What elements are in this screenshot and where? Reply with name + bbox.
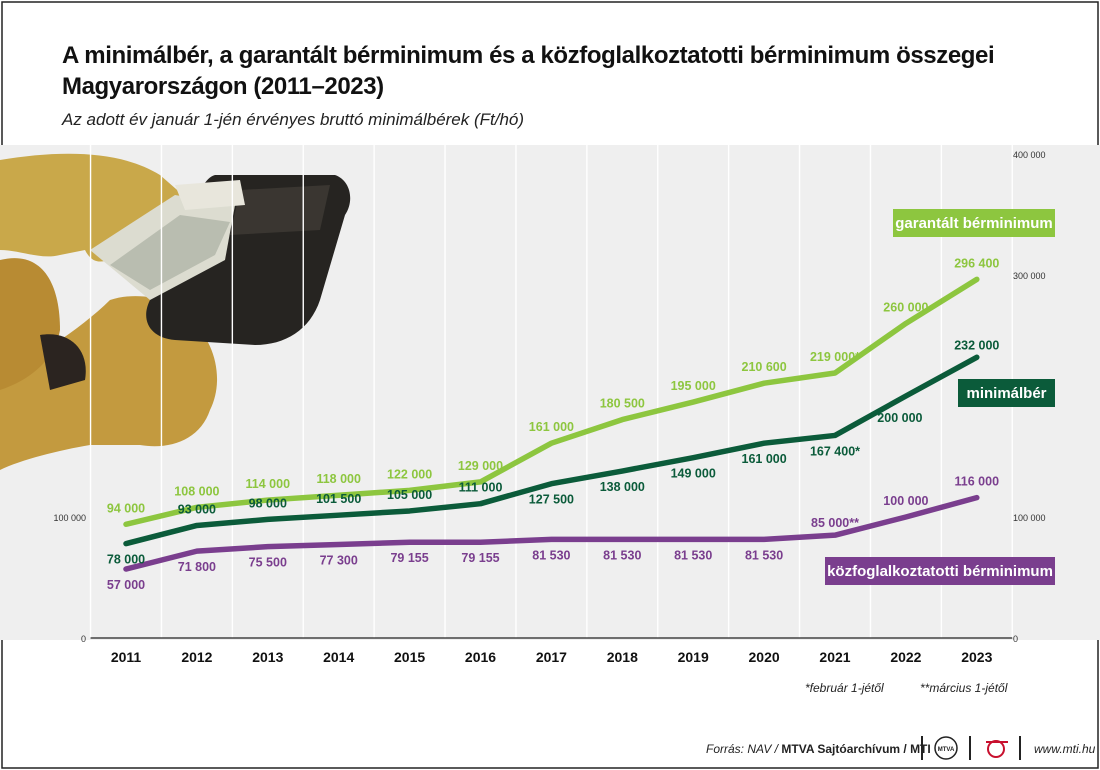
legend-box-garantalt [893,209,1055,237]
x-tick-label: 2013 [252,649,283,665]
x-tick-label: 2022 [890,649,921,665]
data-label: 122 000 [387,467,432,481]
data-label: 129 000 [458,459,503,473]
data-label: 127 500 [529,493,574,507]
chart-subtitle: Az adott év január 1-jén érvényes bruttó… [62,110,525,129]
mti-url[interactable]: www.mti.hu [1034,742,1096,756]
data-label: 81 530 [745,548,783,562]
data-label: 114 000 [246,477,291,491]
x-tick-label: 2020 [749,649,780,665]
wristband [40,334,86,390]
series-line-garantalt [123,276,980,528]
data-label: 161 000 [529,420,574,434]
data-label: 200 000 [877,411,922,425]
data-label: 85 000** [811,516,859,530]
data-label: 219 000* [810,350,860,364]
wallet-hands-illustration [0,153,351,470]
data-label: 195 000 [671,379,716,393]
data-label: 210 600 [742,360,787,374]
source-text: Forrás: NAV / MTVA Sajtóarchívum / MTI [706,742,931,756]
x-tick-label: 2019 [678,649,709,665]
data-label: 118 000 [316,472,361,486]
footnote-february: *február 1-jétől [805,681,884,695]
footnote-march: **március 1-jétől [920,681,1008,695]
x-tick-label: 2016 [465,649,496,665]
chart-title: A minimálbér, a garantált bérminimum és … [62,42,995,100]
data-label: 81 530 [603,548,641,562]
data-label: 167 400* [810,444,860,458]
y-tick-label-left: 0 [81,634,86,644]
x-tick-label: 2015 [394,649,425,665]
data-label: 100 000 [883,494,928,508]
banknote-2 [175,180,245,210]
mtva-logo-icon [934,736,958,760]
x-tick-label: 2011 [111,649,142,665]
source-prefix: Forrás: NAV / [706,742,779,756]
data-label: 78 000 [107,553,145,567]
series-line-kozfog [123,494,980,572]
data-label: 180 500 [600,397,645,411]
x-tick-label: 2014 [323,649,354,665]
x-tick-label: 2012 [181,649,212,665]
data-label: 57 000 [107,578,145,592]
legend-box-minimalber [958,379,1055,407]
data-label: 79 155 [390,551,428,565]
legend-label-kozfog: közfoglalkoztatotti bérminimum [827,563,1053,580]
mti-logo-icon [987,740,1005,758]
data-label: 296 400 [954,256,999,270]
y-tick-label-left: 100 000 [53,513,86,523]
data-label: 71 800 [178,560,216,574]
wallet-flap [230,185,330,235]
legend-box-kozfog [825,557,1055,585]
data-label: 161 000 [742,452,787,466]
y-tick-label-right: 300 000 [1013,271,1046,281]
banknote-shade [110,215,230,290]
data-label: 98 000 [249,496,287,510]
x-tick-label: 2017 [536,649,567,665]
y-tick-label-right: 400 000 [1013,150,1046,160]
data-label: 105 000 [387,488,432,502]
data-label: 93 000 [178,502,216,516]
source-bold: MTVA Sajtóarchívum / MTI [781,742,931,756]
data-label: 260 000 [883,300,928,314]
data-label: 101 500 [316,492,361,506]
data-label: 149 000 [671,467,716,481]
data-label: 116 000 [955,475,1000,489]
series-line-minimalber [123,354,980,547]
data-label: 81 530 [674,548,712,562]
data-label: 232 000 [954,338,999,352]
data-label: 75 500 [249,556,287,570]
data-label: 138 000 [600,480,645,494]
y-tick-label-right: 100 000 [1013,513,1046,523]
data-label: 94 000 [107,501,145,515]
x-tick-label: 2018 [607,649,638,665]
data-label: 108 000 [174,484,219,498]
mtva-logo-text: MTVA [938,747,955,753]
data-label: 77 300 [320,553,358,567]
x-tick-label: 2023 [961,649,992,665]
legend-label-garantalt: garantált bérminimum [895,215,1053,232]
data-label: 111 000 [459,481,503,495]
x-tick-label: 2021 [819,649,850,665]
y-tick-label-right: 0 [1013,634,1018,644]
data-label: 79 155 [461,551,499,565]
lower-hand [0,296,218,470]
data-label: 81 530 [532,548,570,562]
legend-label-minimalber: minimálbér [966,385,1046,402]
